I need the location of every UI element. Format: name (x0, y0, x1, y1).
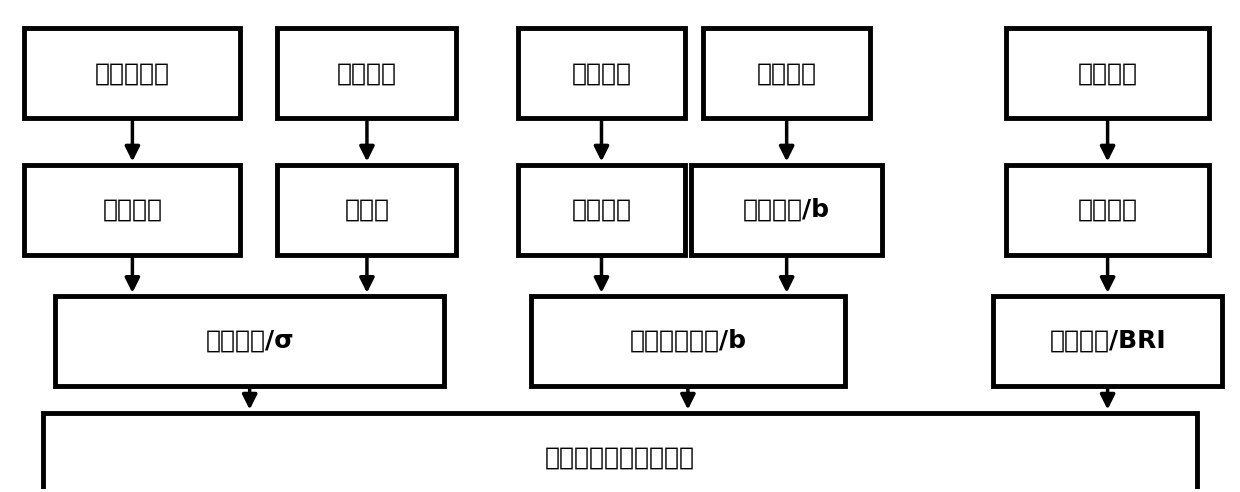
Text: 泊松比: 泊松比 (345, 197, 389, 221)
Text: 矿物含量: 矿物含量 (1078, 197, 1137, 221)
FancyBboxPatch shape (531, 296, 846, 386)
Text: 成像测井: 成像测井 (572, 62, 631, 85)
Text: 有效应力/σ: 有效应力/σ (206, 329, 294, 353)
FancyBboxPatch shape (518, 29, 684, 118)
FancyBboxPatch shape (56, 296, 444, 386)
Text: 元素测井: 元素测井 (1078, 62, 1137, 85)
FancyBboxPatch shape (278, 29, 456, 118)
Text: 流动性能/b: 流动性能/b (743, 197, 830, 221)
FancyBboxPatch shape (1006, 164, 1209, 254)
FancyBboxPatch shape (1006, 29, 1209, 118)
Text: 孔隙结构系数/b: 孔隙结构系数/b (630, 329, 746, 353)
FancyBboxPatch shape (278, 164, 456, 254)
FancyBboxPatch shape (518, 164, 684, 254)
Text: 脆性指数/BRI: 脆性指数/BRI (1049, 329, 1166, 353)
Text: 物性参数: 物性参数 (756, 62, 817, 85)
Text: 页岩地层工程甜点评价: 页岩地层工程甜点评价 (546, 446, 694, 469)
Text: 孔隙压力: 孔隙压力 (103, 197, 162, 221)
FancyBboxPatch shape (25, 164, 241, 254)
FancyBboxPatch shape (43, 413, 1197, 492)
Text: 裂缝识别: 裂缝识别 (572, 197, 631, 221)
Text: 声波、密度: 声波、密度 (95, 62, 170, 85)
Text: 偶极声波: 偶极声波 (337, 62, 397, 85)
FancyBboxPatch shape (25, 29, 241, 118)
FancyBboxPatch shape (993, 296, 1221, 386)
FancyBboxPatch shape (691, 164, 883, 254)
FancyBboxPatch shape (703, 29, 870, 118)
